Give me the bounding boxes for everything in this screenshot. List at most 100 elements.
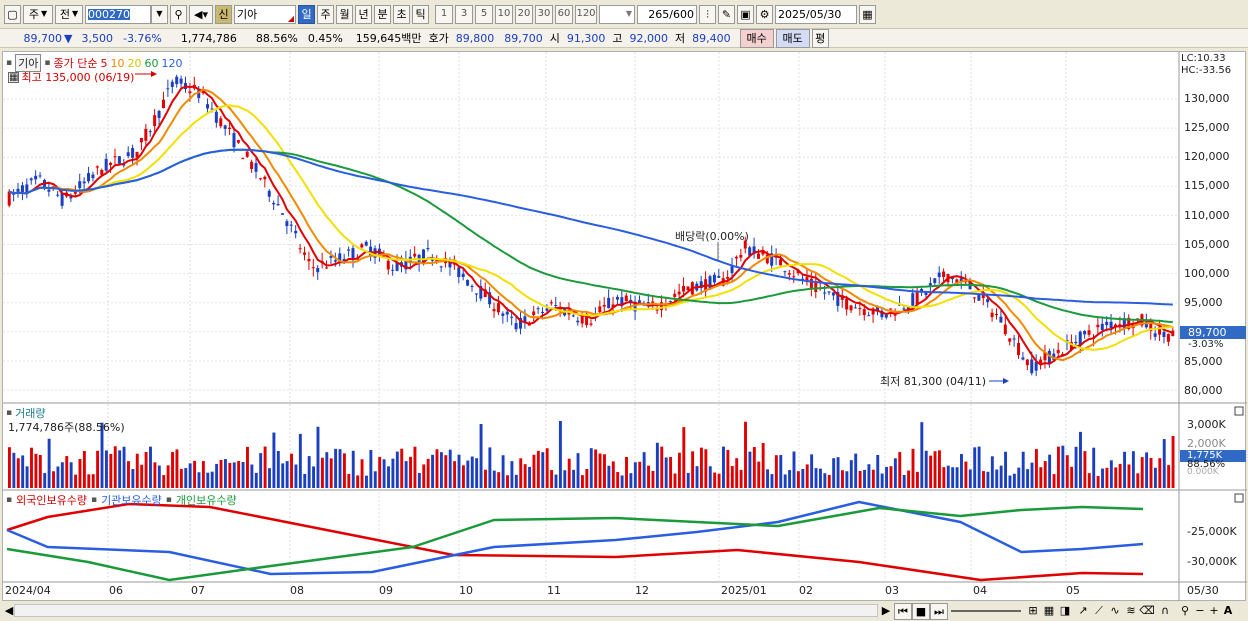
candle-body [845, 298, 849, 310]
window-menu-icon[interactable]: ▢ [4, 4, 21, 24]
interval-120-label: 120 [576, 8, 596, 19]
eraser-icon[interactable]: ⌫ [1139, 604, 1155, 617]
zoom-out-icon[interactable]: − [1195, 604, 1205, 617]
wave-icon[interactable]: ∿ [1110, 604, 1120, 617]
rewind-icon[interactable]: ⏮ [894, 603, 912, 620]
fast-forward-icon[interactable]: ⏭ [930, 603, 948, 620]
candle-body [796, 270, 800, 274]
volume-bar [298, 433, 302, 488]
volume-bar [395, 451, 399, 488]
zoom-slider[interactable] [950, 603, 1022, 618]
stock-name-field[interactable]: 기아 ◢ [234, 4, 296, 24]
period-select[interactable]: 주 ▼ [23, 4, 53, 24]
chart-scrollbar[interactable] [14, 604, 878, 617]
volume-bar [413, 446, 417, 488]
candle-body [933, 278, 937, 284]
save-button[interactable]: ▣ [737, 4, 754, 24]
interval-5[interactable]: 5 [475, 4, 493, 24]
sell-button[interactable]: 매도 [775, 28, 810, 48]
volume-bar [920, 422, 924, 488]
zoom-in-icon[interactable]: + [1209, 604, 1219, 617]
candle-body [285, 221, 289, 227]
table-icon[interactable]: ▦ [8, 71, 20, 83]
institution-holding-label[interactable]: 기관보유수량 [101, 494, 162, 507]
volume-bar [1065, 455, 1069, 488]
volume-bar [157, 465, 161, 488]
trendline-icon[interactable]: ↗ [1078, 604, 1088, 617]
candle-body [148, 131, 152, 133]
period-day[interactable]: 일 [298, 4, 315, 24]
ma-label[interactable]: 종가 단순 [53, 57, 98, 70]
draw-tool-button[interactable]: ✎ [718, 4, 735, 24]
interval-60[interactable]: 60 [555, 4, 573, 24]
stock-label[interactable]: 기아 [15, 54, 42, 72]
ma-20-label[interactable]: 20 [127, 56, 142, 70]
volume-bar [307, 456, 311, 488]
volume-bar [572, 469, 576, 488]
period-tick[interactable]: 틱 [412, 4, 429, 24]
stock-code-input[interactable]: 000270 [85, 4, 151, 24]
volume-title[interactable]: 거래량 [15, 407, 46, 420]
ma-120-label[interactable]: 120 [161, 56, 183, 70]
interval-3[interactable]: 3 [455, 4, 473, 24]
ma-5-label[interactable]: 5 [100, 56, 108, 70]
volume-bar [955, 467, 959, 488]
close-icon[interactable] [1234, 406, 1244, 416]
code-dropdown-button[interactable]: ▼ [151, 4, 168, 24]
fibonacci-icon[interactable]: ≋ [1126, 604, 1136, 617]
angle-line-icon[interactable]: ⟋ [1095, 603, 1103, 617]
count-input[interactable]: 265/600 [637, 4, 697, 24]
period-second[interactable]: 초 [393, 4, 410, 24]
interval-120[interactable]: 120 [575, 4, 597, 24]
interval-1[interactable]: 1 [435, 4, 453, 24]
eval-button[interactable]: 평 [811, 28, 829, 48]
volume-bar [453, 461, 457, 488]
price-legend: ▪ 기아 ▪ 종가 단순 5 10 20 60 120 [6, 54, 182, 72]
settings-button[interactable]: ⚙ [756, 4, 773, 24]
magnet-icon[interactable]: ∩ [1160, 604, 1170, 617]
candle-body [505, 311, 509, 315]
ma-60-label[interactable]: 60 [144, 56, 159, 70]
scroll-right-icon[interactable]: ▶ [881, 604, 891, 617]
candle-type-button[interactable]: ⫶ [699, 4, 716, 24]
volume-bar [479, 423, 483, 488]
period-year[interactable]: 년 [355, 4, 372, 24]
candle-body [986, 299, 990, 303]
close-icon[interactable] [1234, 493, 1244, 503]
candle-body [849, 305, 853, 311]
candle-body [1158, 326, 1162, 335]
volume-bar [563, 470, 567, 488]
date-input[interactable]: 2025/05/30 [775, 4, 857, 24]
stop-icon[interactable]: ■ [912, 603, 930, 620]
color-icon[interactable]: ◨ [1059, 604, 1071, 617]
crosshair-icon[interactable]: ⊞ [1028, 604, 1038, 617]
period-week[interactable]: 주 [317, 4, 334, 24]
volume-bar [417, 472, 421, 488]
font-size-icon[interactable]: A [1223, 604, 1233, 617]
interval-30[interactable]: 30 [535, 4, 553, 24]
candle-body [219, 118, 223, 127]
candle-body [853, 307, 857, 309]
grid-toggle-icon[interactable]: ▦ [1043, 604, 1055, 617]
foreign-holding-label[interactable]: 외국인보유수량 [16, 494, 87, 507]
candle-body [893, 314, 897, 316]
interval-custom-input[interactable]: ▼ [599, 4, 635, 24]
period-minute[interactable]: 분 [374, 4, 391, 24]
calendar-button[interactable]: ▦ [859, 4, 876, 24]
volume-bar [827, 474, 831, 488]
interval-20[interactable]: 20 [515, 4, 533, 24]
volume-bar [409, 456, 412, 488]
zoom-icon[interactable]: ⚲ [1180, 604, 1190, 617]
search-button[interactable]: ⚲ [170, 4, 187, 24]
interval-10[interactable]: 10 [495, 4, 513, 24]
chart-area[interactable]: ▪ 기아 ▪ 종가 단순 5 10 20 60 120 ▦ 최고 135,000… [2, 51, 1247, 602]
period-month[interactable]: 월 [336, 4, 353, 24]
individual-holding-label[interactable]: 개인보유수량 [175, 494, 237, 507]
ma-10-label[interactable]: 10 [110, 56, 125, 70]
sound-button[interactable]: ◀▾ [189, 4, 213, 24]
buy-button[interactable]: 매수 [739, 28, 774, 48]
chart-canvas[interactable] [3, 52, 1247, 602]
market-select[interactable]: 전 ▼ [55, 4, 83, 24]
volume-bar [735, 458, 739, 488]
scroll-left-icon[interactable]: ◀ [4, 604, 14, 617]
